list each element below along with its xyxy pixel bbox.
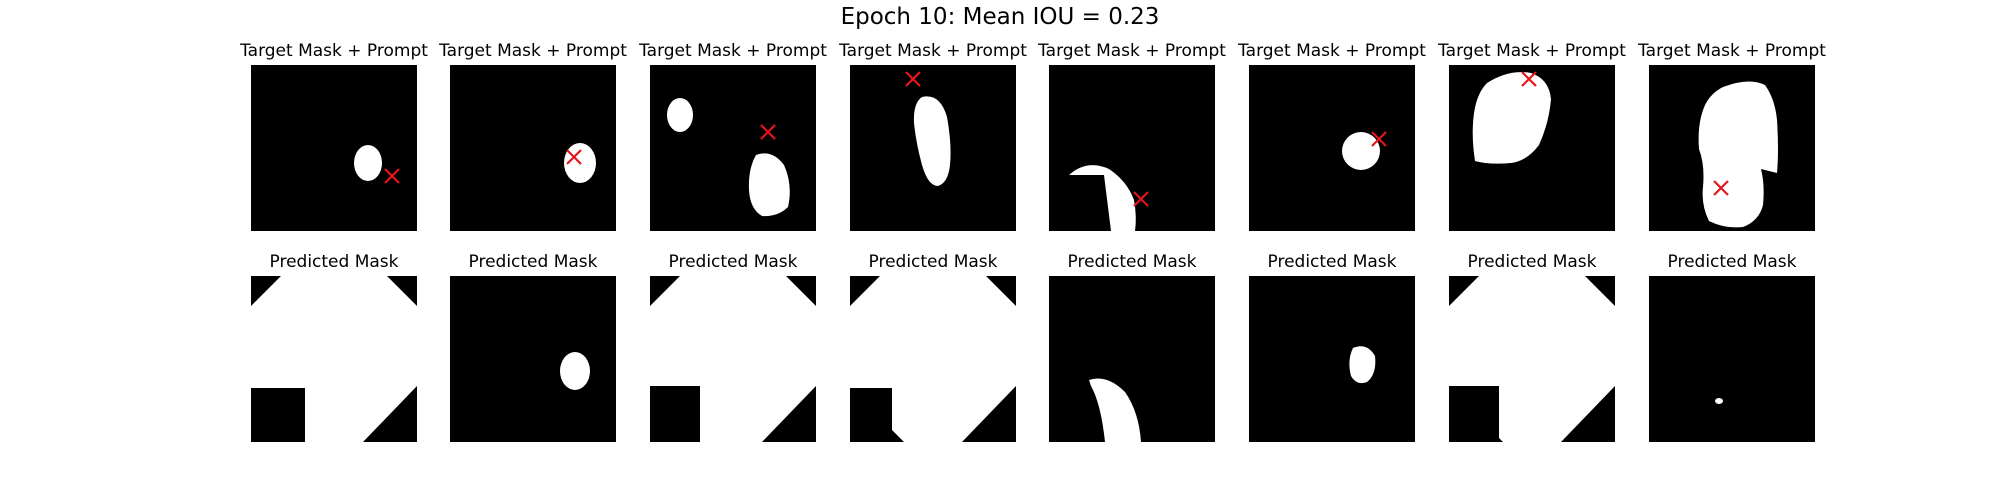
predicted-mask-panel — [1449, 276, 1615, 442]
target-panel-title: Target Mask + Prompt — [1238, 41, 1426, 61]
predicted-mask-panel — [251, 276, 417, 442]
predicted-mask-region — [305, 426, 323, 442]
predicted-panel-title: Predicted Mask — [668, 252, 798, 272]
target-panel-title: Target Mask + Prompt — [1038, 41, 1226, 61]
target-panel-title: Target Mask + Prompt — [839, 41, 1027, 61]
target-mask-panel — [450, 65, 616, 231]
predicted-mask-panel — [450, 276, 616, 442]
predicted-panel-title: Predicted Mask — [269, 252, 399, 272]
mask-background — [251, 65, 417, 231]
predicted-panel-title: Predicted Mask — [868, 252, 998, 272]
predicted-panel-title: Predicted Mask — [1267, 252, 1397, 272]
predicted-panel-title: Predicted Mask — [1467, 252, 1597, 272]
target-mask-panel — [1049, 65, 1215, 231]
target-panel-title: Target Mask + Prompt — [639, 41, 827, 61]
predicted-mask-region — [1089, 378, 1141, 442]
predicted-panel-title: Predicted Mask — [468, 252, 598, 272]
prompt-point-marker — [566, 149, 582, 165]
predicted-mask-panel — [1049, 276, 1215, 442]
target-mask-region — [354, 145, 382, 181]
predicted-mask-panel — [1649, 276, 1815, 442]
predicted-mask-region — [1715, 398, 1723, 404]
prompt-point-marker — [1713, 180, 1729, 196]
predicted-mask-region — [700, 404, 709, 442]
target-mask-region — [1342, 132, 1380, 170]
target-mask-panel — [1449, 65, 1615, 231]
target-mask-region — [667, 98, 693, 132]
prompt-point-marker — [1371, 131, 1387, 147]
predicted-mask-panel — [1249, 276, 1415, 442]
prompt-point-marker — [905, 71, 921, 87]
target-panel-title: Target Mask + Prompt — [1638, 41, 1826, 61]
predicted-mask-region — [560, 352, 590, 390]
target-panel-title: Target Mask + Prompt — [240, 41, 428, 61]
predicted-panel-title: Predicted Mask — [1667, 252, 1797, 272]
target-panel-title: Target Mask + Prompt — [1438, 41, 1626, 61]
mask-background — [650, 65, 816, 231]
mask-background — [1249, 276, 1415, 442]
predicted-mask-region — [850, 388, 892, 442]
figure-title: Epoch 10: Mean IOU = 0.23 — [840, 4, 1160, 30]
target-mask-panel — [850, 65, 1016, 231]
prompt-point-marker — [1521, 71, 1537, 87]
prompt-point-marker — [384, 168, 400, 184]
target-mask-region — [1069, 165, 1136, 231]
mask-background — [1249, 65, 1415, 231]
target-mask-panel — [1249, 65, 1415, 231]
target-mask-region — [1472, 72, 1551, 164]
prompt-point-marker — [760, 124, 776, 140]
target-mask-panel — [1649, 65, 1815, 231]
prompt-point-marker — [1133, 191, 1149, 207]
predicted-mask-panel — [650, 276, 816, 442]
mask-background — [1649, 276, 1815, 442]
predicted-mask-region — [1449, 386, 1499, 442]
target-mask-region — [748, 153, 790, 217]
target-panel-title: Target Mask + Prompt — [439, 41, 627, 61]
target-mask-panel — [251, 65, 417, 231]
mask-background — [450, 65, 616, 231]
predicted-mask-region — [1349, 346, 1376, 384]
predicted-mask-region — [650, 386, 700, 442]
predicted-mask-panel — [850, 276, 1016, 442]
target-mask-region — [913, 96, 951, 186]
predicted-panel-title: Predicted Mask — [1067, 252, 1197, 272]
target-mask-panel — [650, 65, 816, 231]
mask-background — [450, 276, 616, 442]
predicted-mask-region — [251, 388, 305, 442]
